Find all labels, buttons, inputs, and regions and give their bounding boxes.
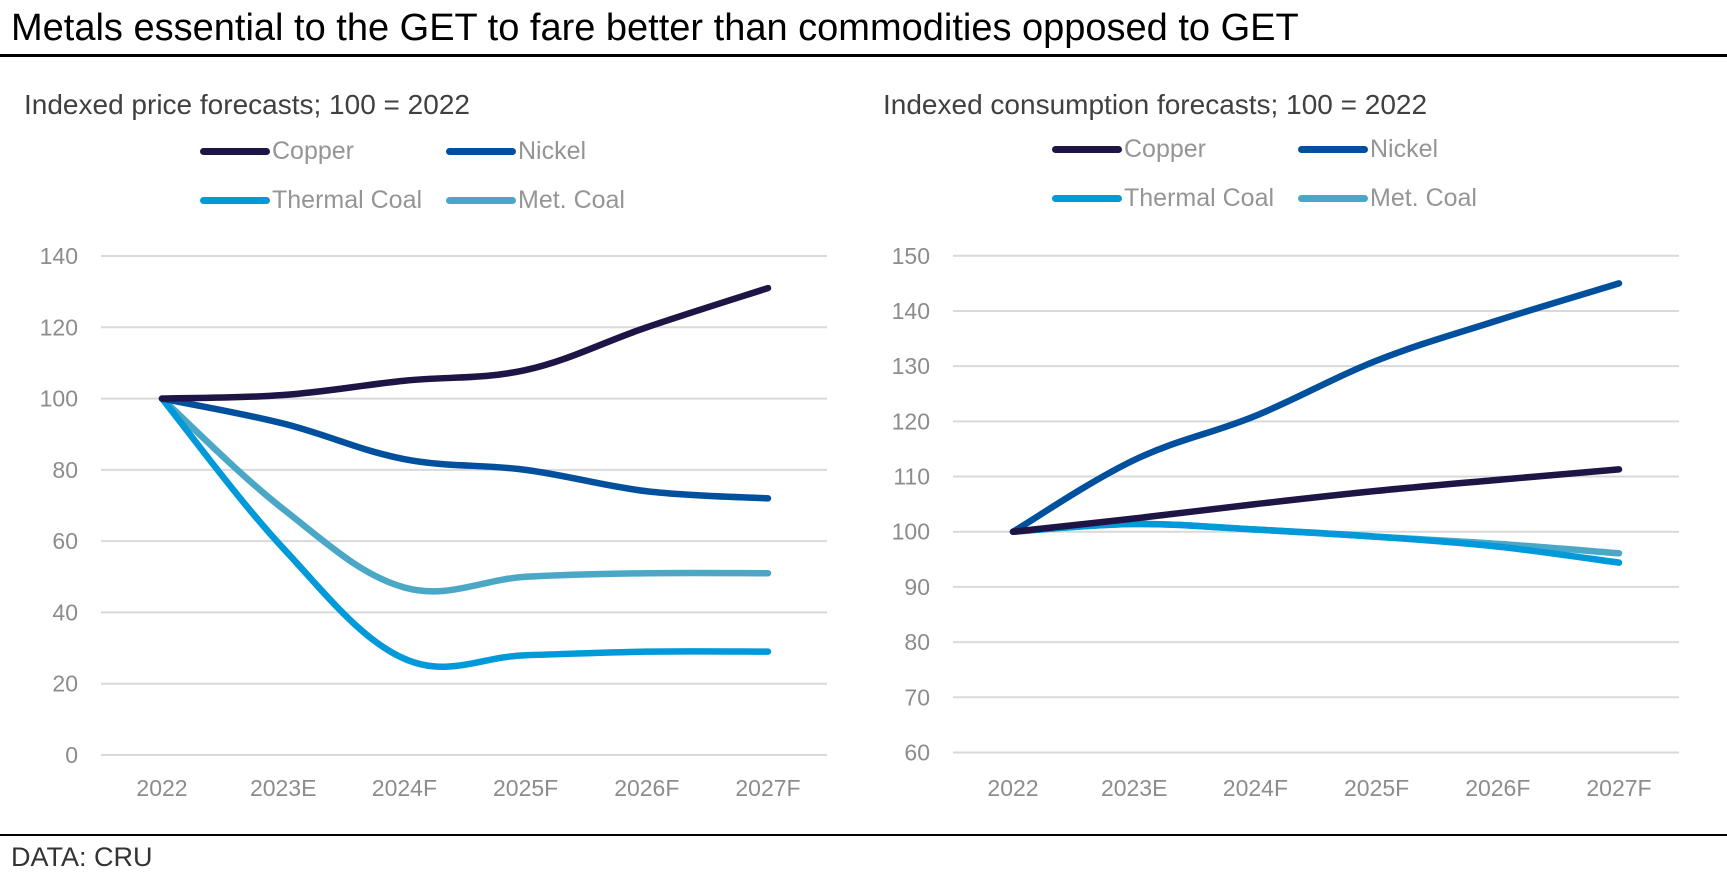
y-tick-label: 100: [40, 386, 78, 412]
legend-label: Met. Coal: [518, 185, 625, 214]
y-tick-label: 70: [904, 684, 930, 710]
y-tick-label: 150: [892, 243, 930, 269]
y-tick-label: 120: [892, 408, 930, 434]
price-forecast-plot: 0 20 40 60 80 100 120 140 2022 2023E 2024F 2025F 202…: [40, 243, 827, 801]
y-tick-label: 140: [40, 243, 78, 269]
series-line-met-coal: [158, 395, 772, 595]
series-line-thermal-coal: [1009, 520, 1623, 566]
legend-item-nickel: Nickel: [1298, 134, 1438, 164]
consumption-chart-subtitle: Indexed consumption forecasts; 100 = 202…: [883, 89, 1428, 120]
y-tick-label: 60: [904, 740, 930, 766]
x-tick-label: 2027F: [1586, 775, 1651, 801]
legend-item-copper: Copper: [200, 136, 354, 166]
x-tick-label: 2025F: [493, 775, 558, 801]
title-divider: [0, 54, 1727, 57]
y-tick-label: 90: [904, 574, 930, 600]
legend-swatch-met-coal: [446, 196, 516, 204]
legend-swatch-thermal-coal: [1052, 194, 1122, 202]
y-tick-label: 130: [892, 353, 930, 379]
x-tick-label: 2024F: [1223, 775, 1288, 801]
series-line-nickel: [158, 395, 772, 502]
legend-label: Copper: [1124, 134, 1206, 163]
y-tick-label: 80: [52, 457, 78, 483]
x-tick-label: 2026F: [1465, 775, 1530, 801]
y-tick-label: 60: [52, 528, 78, 554]
legend-label: Thermal Coal: [272, 185, 423, 214]
legend-label: Thermal Coal: [1124, 183, 1275, 212]
data-source: DATA: CRU: [11, 842, 153, 872]
x-tick-label: 2023E: [1101, 775, 1168, 801]
y-tick-label: 140: [892, 298, 930, 324]
legend-item-thermal-coal: Thermal Coal: [200, 185, 422, 215]
legend-swatch-nickel: [1298, 145, 1368, 153]
legend-swatch-copper: [200, 147, 270, 155]
legend-label: Nickel: [518, 136, 587, 165]
legend-swatch-thermal-coal: [200, 196, 270, 204]
legend-swatch-copper: [1052, 145, 1122, 153]
legend-item-met-coal: Met. Coal: [1298, 183, 1477, 213]
consumption-forecast-plot: 60 70 80 90 100 110 120 130 140 150 2022 2023E 2024F…: [892, 243, 1679, 801]
legend-item-copper: Copper: [1052, 134, 1206, 164]
series-line-copper: [158, 284, 772, 402]
legend-item-met-coal: Met. Coal: [446, 185, 625, 215]
y-tick-label: 80: [904, 629, 930, 655]
x-tick-label: 2022: [136, 775, 187, 801]
x-tick-label: 2027F: [735, 775, 800, 801]
x-tick-label: 2022: [987, 775, 1038, 801]
footer-divider: [0, 834, 1727, 836]
series-line-thermal-coal: [158, 395, 772, 670]
x-tick-label: 2026F: [614, 775, 679, 801]
legend-swatch-nickel: [446, 147, 516, 155]
y-tick-label: 0: [65, 742, 78, 768]
y-tick-label: 110: [893, 464, 930, 490]
y-tick-label: 40: [52, 599, 78, 625]
y-tick-label: 100: [892, 519, 930, 545]
legend-swatch-met-coal: [1298, 194, 1368, 202]
legend-item-thermal-coal: Thermal Coal: [1052, 183, 1274, 213]
series-line-nickel: [1009, 280, 1623, 535]
x-tick-label: 2023E: [250, 775, 317, 801]
legend-label: Met. Coal: [1370, 183, 1477, 212]
legend-item-nickel: Nickel: [446, 136, 586, 166]
y-tick-label: 20: [52, 671, 78, 697]
series-line-copper: [1009, 466, 1623, 535]
legend-label: Nickel: [1370, 134, 1439, 163]
price-chart-subtitle: Indexed price forecasts; 100 = 2022: [24, 89, 470, 120]
x-tick-label: 2025F: [1344, 775, 1409, 801]
chart-title: Metals essential to the GET to fare bett…: [11, 7, 1299, 49]
y-tick-label: 120: [40, 314, 78, 340]
legend-label: Copper: [272, 136, 354, 165]
x-tick-label: 2024F: [372, 775, 437, 801]
